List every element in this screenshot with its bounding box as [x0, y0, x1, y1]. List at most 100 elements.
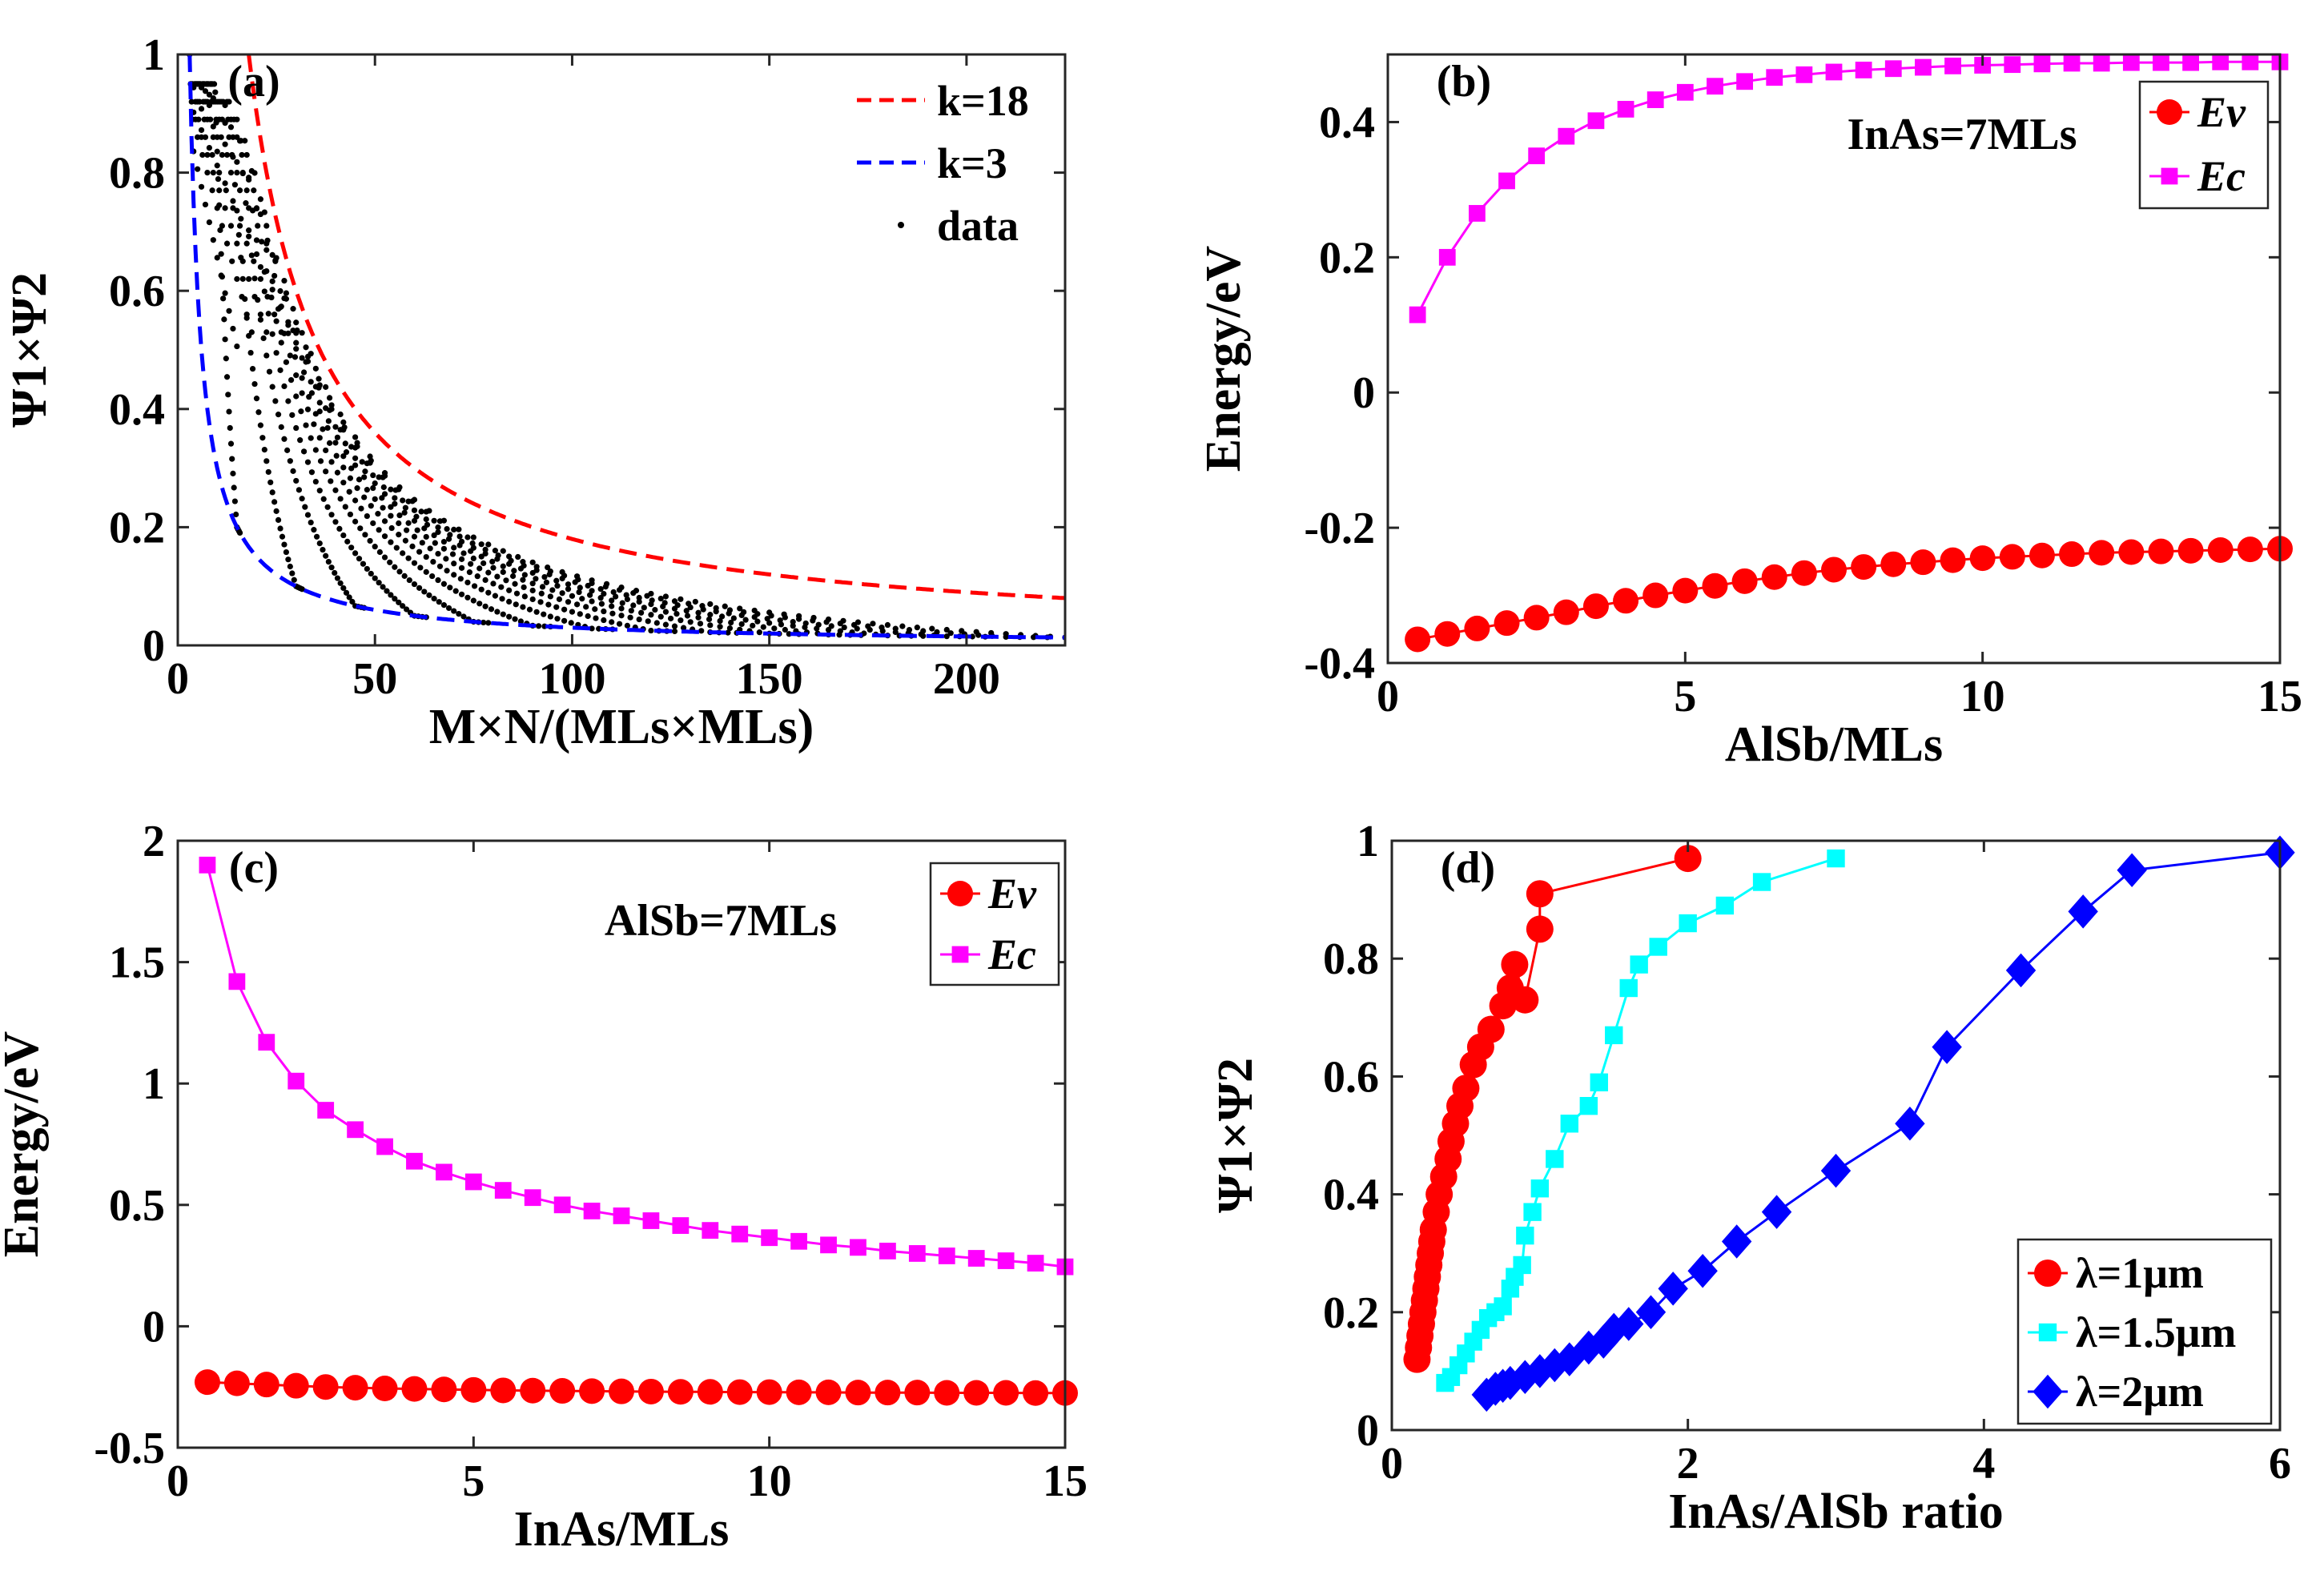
data-point	[370, 520, 376, 527]
data-point	[702, 1222, 719, 1239]
legend-marker	[2034, 1260, 2061, 1287]
data-point	[362, 468, 368, 475]
y-tick-label: -0.2	[1304, 504, 1375, 553]
data-point	[332, 424, 339, 430]
data-point	[498, 584, 505, 590]
y-tick-label: 0.2	[109, 503, 165, 552]
data-point	[431, 596, 437, 602]
data-point	[243, 187, 250, 194]
data-point	[265, 468, 271, 476]
data-point	[1498, 172, 1515, 190]
data-point	[368, 570, 374, 577]
data-point	[214, 205, 220, 211]
y-tick-label: 1	[1357, 817, 1379, 866]
data-point	[348, 465, 355, 472]
data-point	[243, 240, 250, 247]
data-point	[2207, 536, 2234, 563]
data-point	[402, 504, 408, 511]
data-point	[451, 572, 457, 578]
data-point	[1523, 605, 1550, 631]
x-tick-label: 4	[1972, 1439, 1995, 1489]
data-point	[1649, 938, 1667, 956]
data-point	[574, 601, 581, 608]
data-point	[251, 170, 258, 176]
data-point	[293, 424, 300, 432]
data-point	[431, 517, 437, 524]
data-point	[2148, 538, 2174, 564]
data-point	[728, 619, 734, 626]
data-point	[209, 187, 215, 194]
data-point	[257, 311, 264, 318]
data-point	[485, 620, 492, 626]
data-point	[388, 504, 394, 510]
data-point	[352, 462, 359, 468]
data-point	[1647, 91, 1664, 108]
data-point	[401, 1376, 428, 1402]
data-point	[290, 306, 296, 312]
data-point	[554, 583, 561, 589]
series-ec	[199, 856, 1074, 1276]
data-point	[308, 469, 316, 476]
data-point	[216, 170, 223, 176]
data-point	[657, 595, 664, 602]
data-point	[683, 608, 690, 614]
data-point	[269, 489, 275, 496]
data-point	[426, 592, 432, 598]
data-point	[281, 541, 287, 548]
data-point	[470, 597, 476, 604]
data-point	[692, 598, 698, 605]
data-point	[653, 620, 660, 626]
data-point	[198, 106, 205, 112]
data-point	[229, 258, 235, 264]
data-point	[248, 252, 255, 259]
data-point	[229, 456, 235, 462]
data-point	[478, 541, 485, 548]
data-point	[340, 419, 347, 425]
data-point	[423, 569, 429, 575]
data-point	[357, 525, 364, 532]
data-point	[406, 577, 412, 584]
data-point	[593, 615, 599, 621]
data-point	[609, 610, 616, 617]
data-point	[334, 469, 341, 476]
data-point	[1679, 914, 1697, 933]
data-point	[565, 599, 572, 605]
data-point	[195, 116, 202, 123]
data-point	[583, 1202, 601, 1219]
data-point	[287, 563, 293, 570]
data-point	[861, 630, 867, 637]
data-point	[308, 435, 314, 441]
data-point	[494, 609, 501, 615]
data-point	[209, 151, 215, 159]
data-point	[381, 491, 388, 497]
data-point	[725, 629, 731, 636]
data-point	[1736, 73, 1753, 90]
data-point	[520, 1377, 546, 1404]
data-point	[340, 453, 347, 460]
data-point	[243, 151, 250, 159]
data-point	[388, 512, 394, 519]
data-point	[613, 593, 619, 600]
data-point	[230, 134, 236, 140]
data-point	[1469, 205, 1486, 222]
data-point	[381, 533, 388, 540]
data-point	[636, 598, 642, 605]
data-point	[263, 223, 270, 229]
data-point	[677, 617, 684, 624]
data-point	[308, 519, 314, 526]
data-point	[722, 603, 728, 609]
data-point	[1851, 554, 1877, 581]
data-point	[316, 384, 322, 391]
data-point	[699, 603, 706, 609]
data-point	[698, 628, 705, 634]
data-point	[396, 512, 403, 519]
legend-marker	[898, 222, 904, 228]
data-point	[2005, 953, 2037, 988]
data-point	[343, 449, 350, 456]
data-point	[456, 533, 463, 540]
data-point	[468, 560, 474, 567]
data-point	[304, 459, 312, 465]
data-point	[451, 544, 457, 551]
data-point	[392, 500, 398, 507]
data-point	[227, 223, 235, 229]
